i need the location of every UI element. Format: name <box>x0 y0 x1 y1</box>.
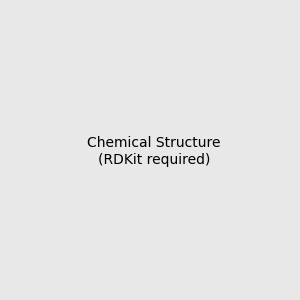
Text: Chemical Structure
(RDKit required): Chemical Structure (RDKit required) <box>87 136 220 166</box>
